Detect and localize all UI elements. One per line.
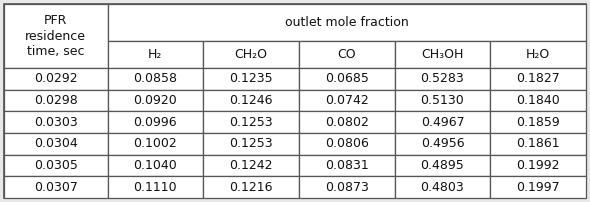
Text: 0.1861: 0.1861 bbox=[516, 137, 560, 150]
Text: 0.5283: 0.5283 bbox=[421, 72, 464, 85]
Text: 0.1002: 0.1002 bbox=[133, 137, 178, 150]
Bar bbox=[299, 68, 395, 90]
Text: H₂: H₂ bbox=[148, 48, 163, 61]
Text: 0.0802: 0.0802 bbox=[325, 116, 369, 129]
Text: 0.0858: 0.0858 bbox=[133, 72, 178, 85]
Text: 0.1253: 0.1253 bbox=[230, 116, 273, 129]
Bar bbox=[395, 68, 490, 90]
Bar bbox=[4, 68, 107, 90]
Bar bbox=[107, 68, 204, 90]
Text: 0.4895: 0.4895 bbox=[421, 159, 464, 172]
Bar bbox=[204, 155, 299, 176]
Text: 0.1997: 0.1997 bbox=[516, 181, 560, 194]
Text: 0.0304: 0.0304 bbox=[34, 137, 78, 150]
Text: 0.0873: 0.0873 bbox=[325, 181, 369, 194]
Bar bbox=[299, 41, 395, 68]
Bar bbox=[107, 111, 204, 133]
Bar bbox=[490, 90, 586, 111]
Text: 0.5130: 0.5130 bbox=[421, 94, 464, 107]
Bar bbox=[204, 68, 299, 90]
Text: CO: CO bbox=[337, 48, 356, 61]
Text: 0.1840: 0.1840 bbox=[516, 94, 560, 107]
Bar bbox=[490, 68, 586, 90]
Bar bbox=[490, 133, 586, 155]
Bar bbox=[490, 155, 586, 176]
Text: 0.0920: 0.0920 bbox=[133, 94, 178, 107]
Text: 0.0292: 0.0292 bbox=[34, 72, 78, 85]
Text: 0.1246: 0.1246 bbox=[230, 94, 273, 107]
Bar bbox=[395, 155, 490, 176]
Text: 0.0685: 0.0685 bbox=[325, 72, 369, 85]
Text: 0.1242: 0.1242 bbox=[230, 159, 273, 172]
Text: 0.0996: 0.0996 bbox=[133, 116, 177, 129]
Text: 0.1859: 0.1859 bbox=[516, 116, 560, 129]
Bar bbox=[107, 4, 586, 41]
Text: 0.0303: 0.0303 bbox=[34, 116, 78, 129]
Bar bbox=[490, 176, 586, 198]
Text: 0.1040: 0.1040 bbox=[133, 159, 178, 172]
Bar bbox=[299, 133, 395, 155]
Bar bbox=[395, 176, 490, 198]
Text: 0.1253: 0.1253 bbox=[230, 137, 273, 150]
Text: 0.4803: 0.4803 bbox=[421, 181, 464, 194]
Text: 0.4956: 0.4956 bbox=[421, 137, 464, 150]
Bar bbox=[4, 133, 107, 155]
Bar bbox=[395, 111, 490, 133]
Bar bbox=[107, 41, 204, 68]
Text: 0.1827: 0.1827 bbox=[516, 72, 560, 85]
Text: 0.0307: 0.0307 bbox=[34, 181, 78, 194]
Text: 0.1110: 0.1110 bbox=[133, 181, 177, 194]
Bar bbox=[4, 176, 107, 198]
Text: 0.1216: 0.1216 bbox=[230, 181, 273, 194]
Text: CH₂O: CH₂O bbox=[235, 48, 268, 61]
Text: 0.4967: 0.4967 bbox=[421, 116, 464, 129]
Text: CH₃OH: CH₃OH bbox=[421, 48, 464, 61]
Bar bbox=[204, 176, 299, 198]
Bar bbox=[107, 90, 204, 111]
Text: 0.0305: 0.0305 bbox=[34, 159, 78, 172]
Bar bbox=[299, 176, 395, 198]
Bar bbox=[204, 111, 299, 133]
Bar bbox=[4, 155, 107, 176]
Text: H₂O: H₂O bbox=[526, 48, 550, 61]
Bar bbox=[107, 176, 204, 198]
Text: PFR
residence
time, sec: PFR residence time, sec bbox=[25, 15, 86, 58]
Text: 0.0742: 0.0742 bbox=[325, 94, 369, 107]
Text: 0.1235: 0.1235 bbox=[230, 72, 273, 85]
Text: 0.0831: 0.0831 bbox=[325, 159, 369, 172]
Bar bbox=[204, 41, 299, 68]
Bar bbox=[299, 111, 395, 133]
Text: 0.0298: 0.0298 bbox=[34, 94, 78, 107]
Bar bbox=[490, 41, 586, 68]
Bar bbox=[107, 155, 204, 176]
Bar bbox=[395, 90, 490, 111]
Bar bbox=[395, 41, 490, 68]
Bar bbox=[107, 133, 204, 155]
Bar bbox=[204, 133, 299, 155]
Bar bbox=[299, 90, 395, 111]
Bar bbox=[4, 4, 107, 68]
Bar bbox=[4, 111, 107, 133]
Text: 0.1992: 0.1992 bbox=[516, 159, 560, 172]
Text: outlet mole fraction: outlet mole fraction bbox=[285, 16, 409, 29]
Text: 0.0806: 0.0806 bbox=[325, 137, 369, 150]
Bar bbox=[395, 133, 490, 155]
Bar bbox=[490, 111, 586, 133]
Bar bbox=[299, 155, 395, 176]
Bar bbox=[204, 90, 299, 111]
Bar bbox=[4, 90, 107, 111]
